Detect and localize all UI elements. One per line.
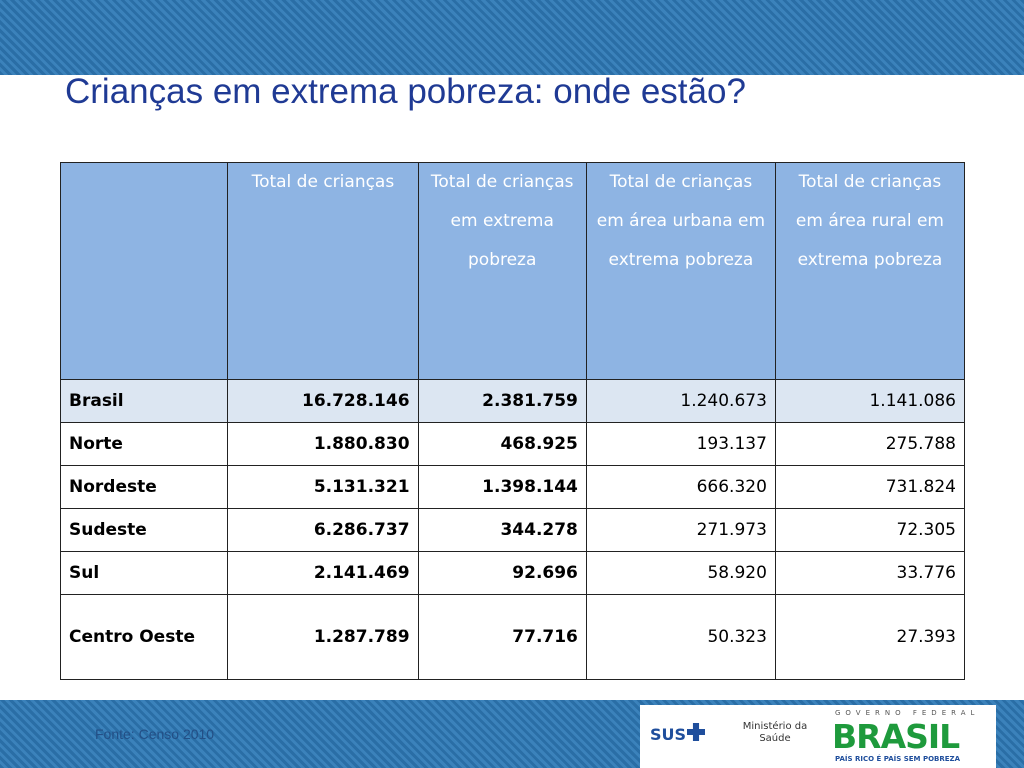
table-cell: 271.973	[585, 508, 776, 552]
table-cell: 1.398.144	[417, 465, 587, 509]
table-cell: 193.137	[585, 422, 776, 466]
table-cell: 33.776	[774, 551, 966, 595]
table-cell: 50.323	[585, 594, 776, 680]
column-header: Total de crianças	[227, 162, 419, 380]
table-cell: 1.240.673	[585, 379, 776, 423]
row-label: Centro Oeste	[59, 594, 229, 680]
table-row: Nordeste 5.131.321 1.398.144 666.320 731.824	[59, 465, 966, 509]
column-header: Total de crianças em extrema pobreza	[417, 162, 587, 380]
row-label: Sul	[59, 551, 229, 595]
brand-logo: BRASIL	[832, 717, 960, 756]
table-cell: 16.728.146	[227, 379, 419, 423]
table-row: Sudeste 6.286.737 344.278 271.973 72.305	[59, 508, 966, 552]
table-cell: 468.925	[417, 422, 587, 466]
cross-icon	[687, 723, 705, 741]
slide-title: Crianças em extrema pobreza: onde estão?	[65, 72, 746, 111]
table-cell: 1.141.086	[774, 379, 966, 423]
ministry-logo: Ministério da Saúde	[742, 721, 808, 744]
column-header: Total de crianças em área urbana em extr…	[585, 162, 776, 380]
table-cell: 72.305	[774, 508, 966, 552]
table-cell: 731.824	[774, 465, 966, 509]
table-cell: 92.696	[417, 551, 587, 595]
table-cell: 666.320	[585, 465, 776, 509]
data-table: Total de crianças Total de crianças em ex…	[59, 162, 966, 680]
table-row: Centro Oeste 1.287.789 77.716 50.323 27.393	[59, 594, 966, 680]
slogan: PAÍS RICO É PAÍS SEM POBREZA	[835, 755, 961, 763]
table-cell: 344.278	[417, 508, 587, 552]
table-row: Sul 2.141.469 92.696 58.920 33.776	[59, 551, 966, 595]
header-row: Total de crianças Total de crianças em ex…	[59, 162, 966, 380]
row-label: Brasil	[59, 379, 229, 423]
row-label: Norte	[59, 422, 229, 466]
table-cell: 1.287.789	[227, 594, 419, 680]
table-cell: 58.920	[585, 551, 776, 595]
table-cell: 1.880.830	[227, 422, 419, 466]
table-cell: 77.716	[417, 594, 587, 680]
table-cell: 27.393	[774, 594, 966, 680]
table-cell: 275.788	[774, 422, 966, 466]
corner-cell	[59, 162, 229, 380]
table-cell: 6.286.737	[227, 508, 419, 552]
table-row: Norte 1.880.830 468.925 193.137 275.788	[59, 422, 966, 466]
column-header: Total de crianças em área rural em extre…	[774, 162, 966, 380]
government-label: GOVERNO FEDERAL	[835, 709, 980, 717]
table-row: Brasil 16.728.146 2.381.759 1.240.673 1.141.…	[59, 379, 966, 423]
row-label: Sudeste	[59, 508, 229, 552]
row-label: Nordeste	[59, 465, 229, 509]
logo-box: SUS Ministério da Saúde GOVERNO FEDERAL …	[640, 705, 996, 768]
source-note: Fonte: Censo 2010	[95, 726, 215, 742]
sus-logo: SUS	[650, 725, 687, 744]
top-band	[0, 0, 1024, 75]
table-cell: 2.381.759	[417, 379, 587, 423]
table-cell: 2.141.469	[227, 551, 419, 595]
table-cell: 5.131.321	[227, 465, 419, 509]
